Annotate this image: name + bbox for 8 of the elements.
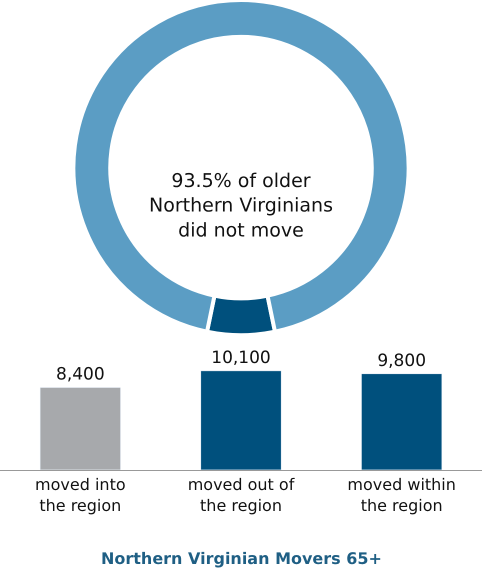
data-label: 8,400 (56, 364, 105, 385)
x-tick-label: moved within the region (347, 475, 456, 515)
x-tick-label: moved out of the region (188, 475, 295, 515)
data-label: 10,100 (211, 348, 271, 368)
x-tick-label: moved into the region (35, 475, 126, 515)
data-label: 9,800 (377, 350, 426, 371)
text: Northern Virginian Movers 65+ (101, 549, 382, 568)
text: 93.5% of older Northern Virginians did not move (149, 170, 333, 242)
